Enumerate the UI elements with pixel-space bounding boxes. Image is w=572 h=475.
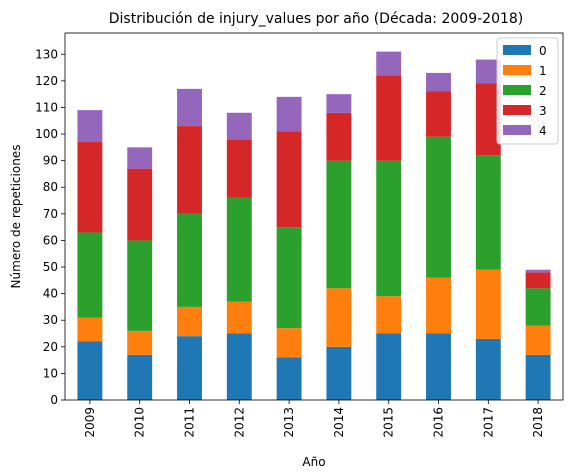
x-tick-label: 2009 bbox=[83, 407, 97, 438]
y-tick-label: 80 bbox=[43, 180, 58, 194]
x-tick-label: 2017 bbox=[481, 407, 495, 438]
bar-2016-series-2 bbox=[426, 136, 451, 278]
bar-2017-series-0 bbox=[475, 338, 501, 400]
bar-2012-series-2 bbox=[226, 197, 252, 302]
bar-2014-series-0 bbox=[326, 346, 352, 400]
x-tick-label: 2018 bbox=[531, 407, 545, 438]
y-tick-label: 110 bbox=[35, 100, 58, 114]
x-axis: 2009 2010 2011 2012 2013 2014 2015 2016 2017 2018 bbox=[83, 400, 545, 438]
legend: 0 1 2 3 4 bbox=[496, 37, 559, 145]
bar-2014-series-3 bbox=[326, 112, 352, 161]
y-axis: 0 10 20 30 40 50 60 70 80 90 100 110 120 130 bbox=[35, 47, 65, 407]
bar-2012-series-1 bbox=[226, 301, 252, 334]
bar-2018-series-3 bbox=[525, 272, 551, 289]
bar-2009-series-2 bbox=[77, 232, 103, 318]
legend-label-3: 3 bbox=[539, 104, 547, 118]
legend-label-2: 2 bbox=[539, 84, 547, 98]
y-tick-label: 120 bbox=[35, 74, 58, 88]
legend-swatch-2 bbox=[503, 85, 531, 95]
legend-swatch-1 bbox=[503, 65, 531, 75]
bar-2012-series-0 bbox=[226, 333, 252, 400]
y-tick-label: 60 bbox=[43, 233, 58, 247]
bar-2013-series-1 bbox=[276, 328, 302, 358]
bar-2011-series-0 bbox=[177, 336, 202, 400]
x-tick-label: 2012 bbox=[232, 407, 246, 438]
y-tick-label: 70 bbox=[43, 207, 58, 221]
bar-2009-series-1 bbox=[77, 317, 103, 342]
bar-2018-series-2 bbox=[525, 288, 551, 326]
bar-2018-series-1 bbox=[525, 325, 551, 355]
y-tick-label: 130 bbox=[35, 47, 58, 61]
bar-2012-series-3 bbox=[226, 139, 252, 198]
bar-2016-series-3 bbox=[426, 91, 451, 137]
bar-2015-series-0 bbox=[376, 333, 402, 400]
bar-2010-series-0 bbox=[127, 354, 153, 400]
legend-label-1: 1 bbox=[539, 64, 547, 78]
bar-2017-series-2 bbox=[475, 155, 501, 270]
bar-2011-series-4 bbox=[177, 88, 202, 127]
x-tick-label: 2015 bbox=[382, 407, 396, 438]
y-axis-title: Número de repeticiones bbox=[9, 145, 23, 289]
bar-2013-series-4 bbox=[276, 96, 302, 132]
bar-2016-series-0 bbox=[426, 333, 451, 400]
plot-frame bbox=[64, 32, 564, 401]
x-tick-label: 2011 bbox=[183, 407, 197, 438]
bar-2015-series-2 bbox=[376, 160, 402, 297]
bars-group bbox=[77, 51, 551, 400]
bar-2009-series-3 bbox=[77, 142, 103, 233]
x-tick-label: 2013 bbox=[282, 407, 296, 438]
legend-swatch-0 bbox=[503, 45, 531, 55]
bar-2012-series-4 bbox=[226, 112, 252, 140]
bar-2015-series-1 bbox=[376, 296, 402, 334]
bar-2010-series-1 bbox=[127, 330, 153, 355]
y-tick-label: 10 bbox=[43, 366, 58, 380]
bar-2014-series-4 bbox=[326, 94, 352, 113]
bar-2018-series-0 bbox=[525, 354, 551, 400]
y-tick-label: 50 bbox=[43, 260, 58, 274]
bar-2016-series-4 bbox=[426, 72, 451, 92]
x-axis-title: Año bbox=[302, 455, 325, 469]
x-tick-label: 2014 bbox=[332, 407, 346, 438]
bar-2016-series-1 bbox=[426, 277, 451, 334]
bar-2010-series-3 bbox=[127, 168, 153, 241]
bar-2015-series-4 bbox=[376, 51, 402, 76]
bar-2017-series-4 bbox=[475, 59, 501, 84]
bar-2014-series-2 bbox=[326, 160, 352, 289]
bar-2011-series-2 bbox=[177, 213, 202, 307]
bar-2009-series-4 bbox=[77, 110, 103, 143]
chart-title: Distribución de injury_values por año (D… bbox=[109, 11, 524, 27]
bar-2015-series-3 bbox=[376, 75, 402, 161]
bar-2013-series-2 bbox=[276, 227, 302, 329]
legend-label-0: 0 bbox=[539, 44, 547, 58]
x-tick-label: 2016 bbox=[432, 407, 446, 438]
bar-2013-series-0 bbox=[276, 357, 302, 400]
legend-swatch-4 bbox=[503, 125, 531, 135]
bar-2010-series-4 bbox=[127, 147, 153, 169]
y-tick-label: 20 bbox=[43, 340, 58, 354]
y-tick-label: 40 bbox=[43, 287, 58, 301]
bar-2017-series-1 bbox=[475, 269, 501, 339]
bar-2018-series-4 bbox=[525, 269, 551, 273]
y-tick-label: 30 bbox=[43, 313, 58, 327]
y-tick-label: 90 bbox=[43, 154, 58, 168]
x-tick-label: 2010 bbox=[133, 407, 147, 438]
y-tick-label: 100 bbox=[35, 127, 58, 141]
bar-2009-series-0 bbox=[77, 341, 103, 400]
bar-2014-series-1 bbox=[326, 288, 352, 347]
legend-swatch-3 bbox=[503, 105, 531, 115]
bar-2013-series-3 bbox=[276, 131, 302, 228]
bar-2011-series-3 bbox=[177, 126, 202, 214]
legend-label-4: 4 bbox=[539, 124, 547, 138]
bar-2011-series-1 bbox=[177, 306, 202, 337]
y-tick-label: 0 bbox=[50, 393, 58, 407]
bar-2010-series-2 bbox=[127, 240, 153, 331]
